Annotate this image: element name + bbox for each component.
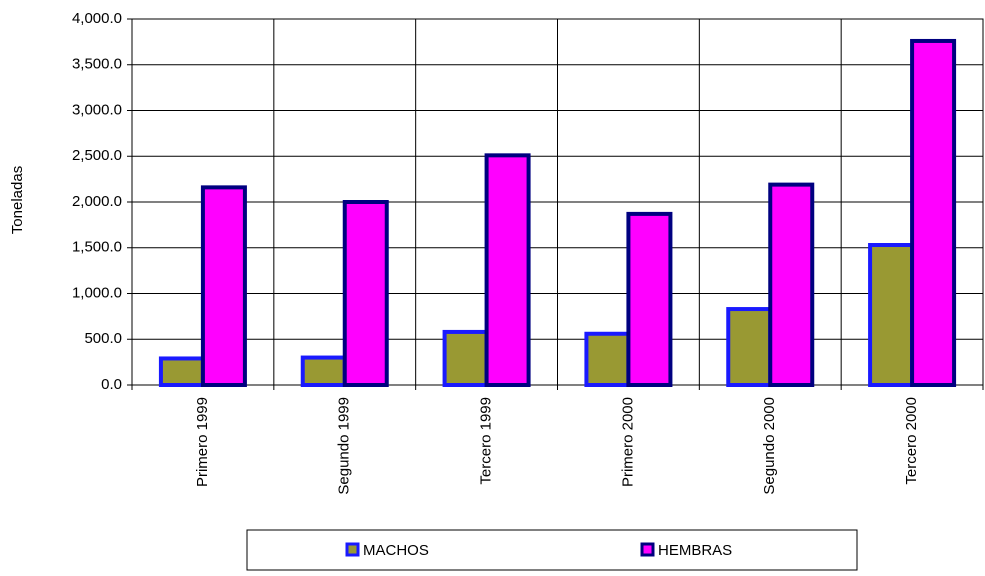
legend-swatch: [640, 542, 655, 557]
y-tick-label: 2,500.0: [72, 147, 122, 164]
y-tick-label: 1,500.0: [72, 239, 122, 256]
bar: [484, 153, 531, 387]
y-tick-label: 4,000.0: [72, 10, 122, 27]
bar: [442, 329, 489, 387]
bar: [868, 243, 915, 387]
y-tick-label: 3,500.0: [72, 56, 122, 73]
x-tick-label: Tercero 1999: [478, 397, 495, 485]
bar: [726, 307, 773, 387]
legend-swatch: [345, 542, 360, 557]
bar: [626, 211, 673, 387]
bar: [584, 331, 631, 388]
x-tick-label: Segundo 2000: [761, 397, 778, 495]
y-axis-label: Toneladas: [9, 166, 26, 234]
bar: [200, 185, 247, 387]
bar: [158, 356, 205, 387]
bar: [342, 200, 389, 387]
y-tick-label: 500.0: [84, 330, 122, 347]
bar: [768, 182, 815, 387]
x-tick-label: Segundo 1999: [336, 397, 353, 495]
x-tick-label: Primero 1999: [194, 397, 211, 487]
y-tick-label: 0.0: [101, 376, 122, 393]
y-tick-label: 3,000.0: [72, 101, 122, 118]
y-tick-label: 2,000.0: [72, 193, 122, 210]
x-tick-label: Primero 2000: [619, 397, 636, 487]
y-tick-label: 1,000.0: [72, 284, 122, 301]
x-tick-label: Tercero 2000: [903, 397, 920, 485]
bar: [910, 38, 957, 388]
legend-label: HEMBRAS: [658, 542, 732, 559]
legend-box: [246, 529, 858, 571]
legend-label: MACHOS: [363, 542, 429, 559]
bar: [300, 355, 347, 387]
